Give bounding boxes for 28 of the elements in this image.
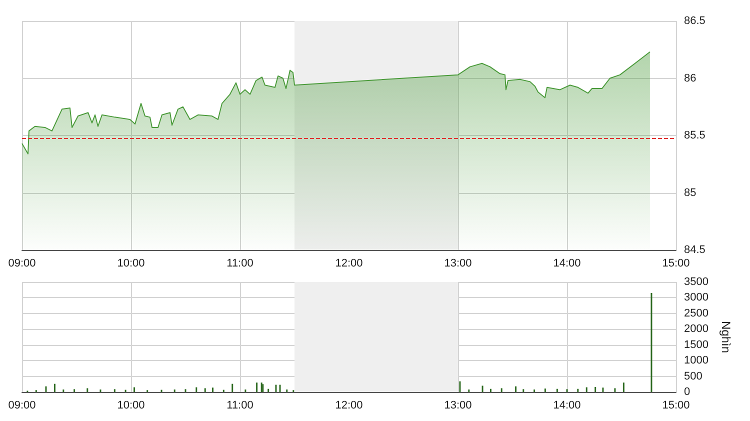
y-tick-label: 0 [684,386,690,398]
y-tick-label: 3000 [684,292,708,304]
x-tick-label: 10:00 [117,258,145,270]
x-tick-label: 10:00 [117,400,145,412]
x-tick-label: 12:00 [335,258,363,270]
y-tick-label: 85.5 [684,130,706,142]
x-tick-label: 11:00 [226,400,254,412]
x-tick-label: 14:00 [553,258,581,270]
y-tick-label: 2500 [684,307,708,320]
x-tick-label: 09:00 [8,258,36,270]
y-tick-label: 84.5 [684,244,706,256]
x-tick-label: 13:00 [444,400,472,412]
x-tick-label: 13:00 [444,258,472,270]
y-tick-label: 1000 [684,354,708,367]
y-axis-title: Nghìn [719,320,733,354]
y-tick-label: 1500 [684,338,708,351]
y-tick-label: 85 [684,186,696,199]
x-tick-label: 15:00 [662,400,690,412]
x-tick-label: 15:00 [662,258,690,270]
y-tick-label: 86.5 [684,15,706,27]
x-tick-label: 14:00 [553,400,581,412]
x-tick-label: 12:00 [335,400,363,412]
y-tick-label: 500 [684,370,702,382]
x-tick-label: 11:00 [226,258,254,270]
x-tick-label: 09:00 [8,400,36,412]
y-tick-label: 86 [684,72,696,84]
y-tick-label: 2000 [684,323,708,336]
y-tick-label: 3500 [684,276,708,288]
